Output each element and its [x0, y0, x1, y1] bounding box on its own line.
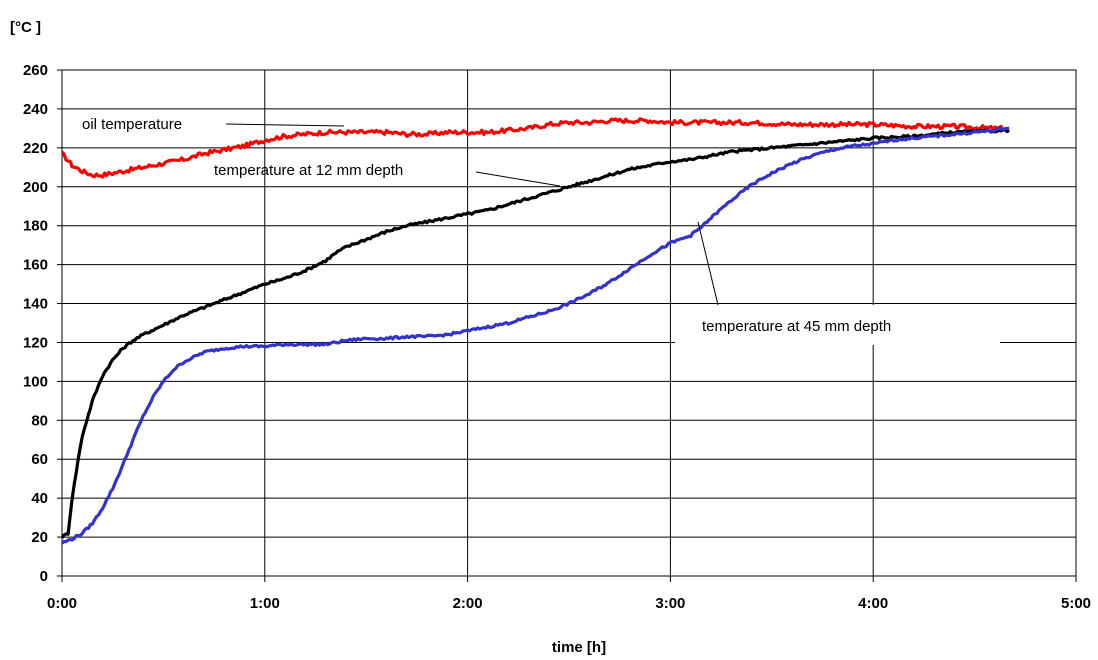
y-tick-label: 80	[31, 412, 48, 429]
depth-12mm-annotation: temperature at 12 mm depth	[214, 162, 403, 179]
y-tick-label: 100	[23, 373, 48, 390]
plot-frame	[61, 69, 1077, 577]
annotations: oil temperature temperature at 12 mm dep…	[82, 116, 1000, 345]
x-tick-label: 3:00	[655, 595, 685, 612]
y-tick-label: 220	[23, 140, 48, 157]
depth-45mm-annotation: temperature at 45 mm depth	[702, 318, 891, 335]
tick-labels: 0 20 40 60 80 100 120 140 160 180 200 220 240 260 0:00…	[23, 62, 1091, 612]
x-tick-label: 2:00	[453, 595, 483, 612]
x-axis-title: time [h]	[552, 639, 606, 656]
x-tick-label: 0:00	[47, 595, 77, 612]
y-tick-label: 260	[23, 62, 48, 79]
series-lines	[60, 117, 1010, 545]
y-tick-label: 240	[23, 101, 48, 118]
y-tick-label: 140	[23, 296, 48, 313]
series-line-oil	[60, 117, 1010, 179]
y-tick-label: 40	[31, 490, 48, 507]
y-tick-label: 200	[23, 179, 48, 196]
d12-annotation-leader	[475, 171, 561, 187]
d45-annotation-background	[675, 305, 1000, 345]
y-tick-label: 120	[23, 334, 48, 351]
series-line-depth-12mm	[60, 127, 1010, 539]
x-tick-label: 4:00	[858, 595, 888, 612]
y-tick-label: 180	[23, 218, 48, 235]
y-tick-label: 60	[31, 451, 48, 468]
y-tick-label: 160	[23, 257, 48, 274]
x-tick-label: 1:00	[250, 595, 280, 612]
y-tick-label: 20	[31, 529, 48, 546]
y-axis-title: [°C ]	[10, 19, 41, 36]
series-line-depth-45mm	[61, 126, 1010, 545]
y-tick-label: 0	[40, 568, 48, 585]
axes	[57, 69, 1077, 582]
oil-temperature-annotation: oil temperature	[82, 116, 182, 133]
x-tick-label: 5:00	[1061, 595, 1091, 612]
d45-annotation-leader	[697, 221, 719, 306]
oil-annotation-leader	[225, 123, 345, 127]
